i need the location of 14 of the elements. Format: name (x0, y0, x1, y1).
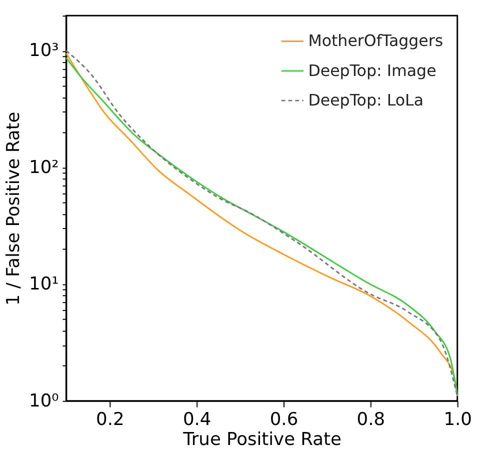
y-tick-label: 10² (29, 156, 59, 178)
x-tick-label: 0.6 (270, 409, 298, 430)
x-tick-label: 0.8 (356, 409, 386, 430)
y-tick-label: 10⁰ (29, 390, 59, 412)
legend-label: MotherOfTaggers (308, 31, 444, 50)
x-tick-label: 0.2 (96, 409, 124, 430)
x-tick-label: 0.4 (182, 409, 212, 430)
legend-label: DeepTop: LoLa (308, 90, 424, 110)
y-tick-label: 10³ (29, 40, 59, 62)
y-axis-title: 1 / False Positive Rate (3, 112, 24, 306)
x-tick-label: 1.0 (444, 409, 472, 430)
x-axis-title: True Positive Rate (182, 428, 342, 450)
y-tick-label: 10¹ (29, 274, 59, 295)
legend-label: DeepTop: Image (308, 60, 436, 80)
